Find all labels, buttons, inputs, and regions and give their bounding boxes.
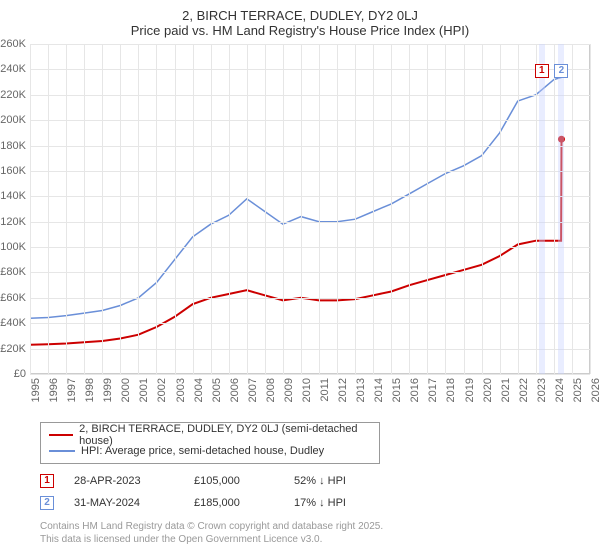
footer-line-2: This data is licensed under the Open Gov… [40, 533, 590, 546]
x-tick-label: 2015 [391, 378, 403, 402]
x-tick-label: 1996 [48, 378, 60, 402]
x-tick-label: 2010 [301, 378, 313, 402]
x-tick-label: 2009 [283, 378, 295, 402]
x-tick-label: 2008 [265, 378, 277, 402]
x-tick-label: 2014 [373, 378, 385, 402]
y-tick-label: £240K [0, 63, 26, 75]
x-tick-label: 2018 [445, 378, 457, 402]
x-tick-label: 1997 [66, 378, 78, 402]
chart-title: 2, BIRCH TERRACE, DUDLEY, DY2 0LJ [10, 8, 590, 23]
x-tick-label: 2000 [120, 378, 132, 402]
x-tick-label: 2006 [229, 378, 241, 402]
transaction-table: 1 28-APR-2023 £105,000 52% ↓ HPI 2 31-MAY-202… [40, 470, 590, 514]
chart-marker-2: 2 [554, 64, 568, 78]
y-tick-label: £60K [0, 292, 26, 304]
legend-item: HPI: Average price, semi-detached house,… [49, 443, 371, 459]
legend-swatch [49, 450, 75, 452]
legend-label: 2, BIRCH TERRACE, DUDLEY, DY2 0LJ (semi-… [79, 423, 371, 447]
x-tick-label: 2019 [464, 378, 476, 402]
y-tick-label: £140K [0, 190, 26, 202]
x-tick-label: 2021 [500, 378, 512, 402]
x-tick-label: 2025 [572, 378, 584, 402]
x-tick-label: 2022 [518, 378, 530, 402]
y-tick-label: £0 [14, 368, 26, 380]
y-tick-label: £100K [0, 241, 26, 253]
chart-subtitle: Price paid vs. HM Land Registry's House … [10, 23, 590, 38]
x-tick-label: 2020 [482, 378, 494, 402]
x-tick-label: 2026 [590, 378, 600, 402]
y-tick-label: £20K [0, 343, 26, 355]
x-tick-label: 1995 [30, 378, 42, 402]
transaction-row: 2 31-MAY-2024 £185,000 17% ↓ HPI [40, 492, 590, 514]
chart-marker-1: 1 [535, 64, 549, 78]
x-tick-label: 2005 [211, 378, 223, 402]
plot-area: £0£20K£40K£60K£80K£100K£120K£140K£160K£1… [30, 44, 590, 374]
x-tick-label: 1999 [102, 378, 114, 402]
x-tick-label: 2002 [156, 378, 168, 402]
y-tick-label: £160K [0, 165, 26, 177]
x-tick-label: 1998 [84, 378, 96, 402]
transaction-marker: 1 [40, 474, 54, 488]
y-tick-label: £40K [0, 317, 26, 329]
transaction-date: 31-MAY-2024 [74, 497, 174, 509]
x-tick-label: 2012 [337, 378, 349, 402]
x-tick-label: 2016 [409, 378, 421, 402]
x-tick-label: 2003 [175, 378, 187, 402]
y-tick-label: £180K [0, 140, 26, 152]
series-hpi_line [30, 77, 563, 318]
transaction-pct: 17% ↓ HPI [294, 497, 384, 509]
transaction-date: 28-APR-2023 [74, 475, 174, 487]
footer-line-1: Contains HM Land Registry data © Crown c… [40, 520, 590, 533]
y-axis: £0£20K£40K£60K£80K£100K£120K£140K£160K£1… [0, 44, 30, 374]
chart-container: 2, BIRCH TERRACE, DUDLEY, DY2 0LJ Price … [0, 0, 600, 546]
legend-label: HPI: Average price, semi-detached house,… [81, 445, 324, 457]
x-tick-label: 2017 [427, 378, 439, 402]
transaction-row: 1 28-APR-2023 £105,000 52% ↓ HPI [40, 470, 590, 492]
x-tick-label: 2004 [193, 378, 205, 402]
x-tick-label: 2023 [536, 378, 548, 402]
x-tick-label: 2013 [355, 378, 367, 402]
x-tick-label: 2001 [138, 378, 150, 402]
y-tick-label: £200K [0, 114, 26, 126]
y-tick-label: £120K [0, 216, 26, 228]
x-tick-label: 2007 [247, 378, 259, 402]
legend: 2, BIRCH TERRACE, DUDLEY, DY2 0LJ (semi-… [40, 422, 380, 464]
y-tick-label: £220K [0, 89, 26, 101]
x-axis: 1995 1996 1997 1998 1999 2000 2001 2002 2003 2004… [30, 374, 590, 414]
y-tick-label: £80K [0, 266, 26, 278]
legend-swatch [49, 434, 73, 436]
transaction-pct: 52% ↓ HPI [294, 475, 384, 487]
transaction-price: £185,000 [194, 497, 274, 509]
legend-item: 2, BIRCH TERRACE, DUDLEY, DY2 0LJ (semi-… [49, 427, 371, 443]
chart-lines [30, 44, 590, 374]
footer-text: Contains HM Land Registry data © Crown c… [40, 520, 590, 546]
x-tick-label: 2024 [554, 378, 566, 402]
transaction-price: £105,000 [194, 475, 274, 487]
y-tick-label: £260K [0, 38, 26, 50]
x-tick-label: 2011 [319, 378, 331, 402]
transaction-marker: 2 [40, 496, 54, 510]
